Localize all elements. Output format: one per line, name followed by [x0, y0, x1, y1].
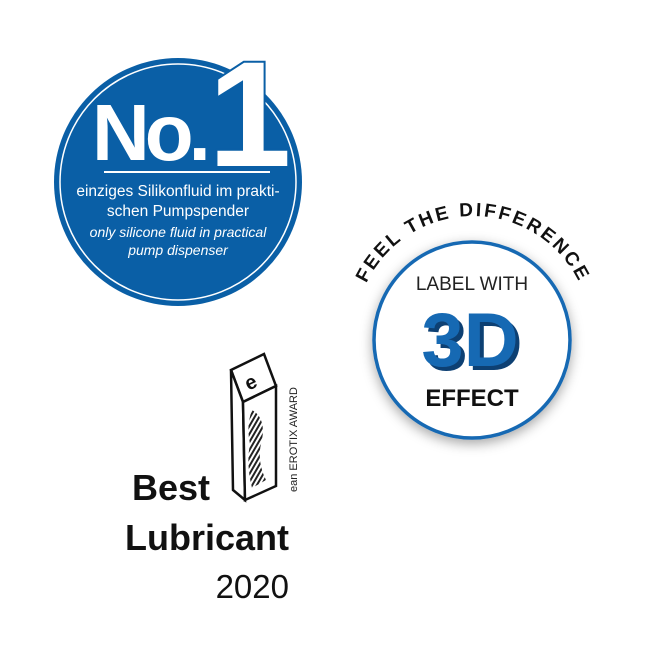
award-year: 2020: [216, 568, 289, 605]
award-title-line1: Best: [132, 467, 210, 508]
effect-text: EFFECT: [425, 385, 519, 412]
no-text: No.: [92, 88, 206, 177]
erotix-award: e ean EROTIX AWARD Best Lubricant 2020: [125, 352, 300, 605]
german-line2: schen Pumpspender: [107, 203, 249, 220]
trophy-icon: e: [229, 352, 278, 503]
badge-inner-ring: [59, 63, 297, 301]
english-line2: pump dispenser: [127, 242, 229, 258]
award-vertical-text: ean EROTIX AWARD: [288, 387, 300, 492]
badge-circle: [372, 240, 572, 440]
badge-circle: [54, 58, 302, 306]
english-line1: only silicone fluid in practical: [90, 224, 268, 240]
award-title-line2: Lubricant: [125, 517, 289, 558]
label-3d-badge: FEEL THE DIFFERENCE LABEL WITH 3D EFFECT: [352, 200, 591, 440]
number-one: 1: [208, 30, 291, 198]
label-with-text: LABEL WITH: [416, 274, 528, 295]
german-line1: einziges Silikonfluid im prakti-: [76, 183, 279, 200]
3d-text: 3D: [421, 298, 518, 383]
no1-badge: No. 1 einziges Silikonfluid im prakti- s…: [54, 28, 302, 306]
